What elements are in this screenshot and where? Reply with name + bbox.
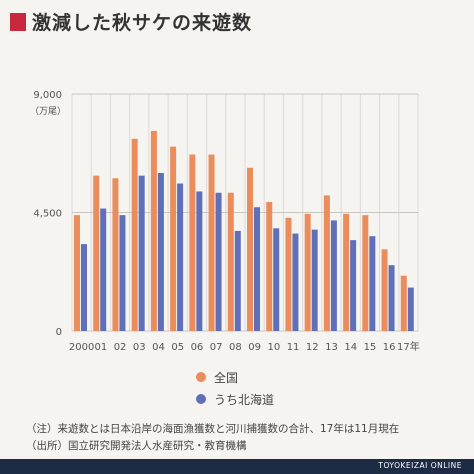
bar-zenkoku (112, 178, 119, 331)
chart-title: 激減した秋サケの来遊数 (32, 12, 253, 34)
legend-item-hokkaido: うち北海道 (196, 388, 274, 410)
bar-zenkoku (266, 201, 273, 331)
bar-hokkaido (157, 173, 164, 331)
x-tick-label: 04 (152, 342, 165, 353)
legend-label-zenkoku: 全国 (214, 370, 239, 385)
x-tick-label: 09 (248, 342, 261, 353)
title-marker (10, 12, 26, 31)
bar-zenkoku (170, 146, 177, 331)
source-line: （出所）国立研究開発法人水産研究・教育機構 (26, 440, 247, 452)
bar-zenkoku (323, 195, 330, 331)
y-tick-label: 0 (56, 327, 62, 338)
x-tick-label: 10 (267, 342, 280, 353)
y-tick-label: 9,000 (33, 90, 62, 101)
bar-hokkaido (138, 175, 145, 331)
bar-zenkoku (189, 154, 196, 331)
legend-swatch-hokkaido (196, 394, 206, 404)
note-line: （注）来遊数とは日本沿岸の海面漁獲数と河川捕獲数の合計、17年は11月現在 (26, 423, 400, 435)
bar-hokkaido (311, 229, 318, 331)
x-tick-label: 15 (364, 342, 377, 353)
x-tick-label: 17年 (397, 340, 420, 353)
legend-item-zenkoku: 全国 (196, 366, 274, 388)
bar-zenkoku (150, 130, 157, 331)
notes: （注）来遊数とは日本沿岸の海面漁獲数と河川捕獲数の合計、17年は11月現在 （出… (26, 421, 399, 455)
x-tick-label: 13 (325, 342, 338, 353)
x-tick-label: 14 (344, 342, 357, 353)
legend: 全国 うち北海道 (196, 366, 274, 410)
legend-label-hokkaido: うち北海道 (214, 392, 275, 407)
bar-zenkoku (247, 167, 253, 331)
bar-zenkoku (400, 275, 407, 331)
x-tick-label: 08 (229, 342, 242, 353)
y-unit-label: （万尾） (30, 106, 66, 117)
x-tick-label: 01 (94, 342, 107, 353)
x-tick-label: 02 (114, 342, 127, 353)
title-block: 激減した秋サケの来遊数 (10, 8, 252, 35)
bar-hokkaido (215, 192, 222, 331)
x-tick-label: 07 (210, 342, 223, 353)
bar-hokkaido (350, 240, 357, 331)
x-tick-label: 16 (383, 342, 396, 353)
bar-hokkaido (292, 233, 299, 331)
bar-hokkaido (100, 208, 107, 331)
bar-zenkoku (227, 192, 234, 331)
x-tick-label: 03 (133, 342, 146, 353)
bar-hokkaido (196, 191, 203, 331)
bar-zenkoku (285, 217, 292, 331)
bar-hokkaido (388, 265, 395, 331)
bar-hokkaido (254, 207, 260, 331)
bar-zenkoku (93, 175, 100, 331)
bar-zenkoku (381, 249, 388, 331)
x-tick-label: 2000 (69, 342, 94, 353)
bar-hokkaido (81, 244, 87, 331)
x-tick-label: 05 (171, 342, 184, 353)
bar-zenkoku (74, 215, 80, 331)
bar-zenkoku (131, 138, 138, 331)
bar-hokkaido (369, 236, 376, 331)
footer-bar: TOYOKEIZAI ONLINE (0, 459, 474, 474)
bar-hokkaido (407, 287, 414, 331)
bar-hokkaido (330, 220, 337, 331)
bar-hokkaido (234, 230, 241, 331)
x-tick-label: 11 (287, 342, 300, 353)
footer-brand: TOYOKEIZAI ONLINE (378, 461, 462, 470)
bar-hokkaido (177, 183, 184, 331)
y-tick-label: 4,500 (33, 209, 62, 220)
x-tick-label: 06 (191, 342, 204, 353)
x-tick-label: 12 (306, 342, 319, 353)
legend-swatch-zenkoku (196, 372, 206, 382)
bar-zenkoku (304, 213, 311, 331)
bar-zenkoku (208, 154, 215, 331)
bar-zenkoku (343, 213, 350, 331)
bar-hokkaido (119, 215, 126, 331)
bar-hokkaido (273, 228, 280, 331)
bar-zenkoku (362, 215, 369, 331)
